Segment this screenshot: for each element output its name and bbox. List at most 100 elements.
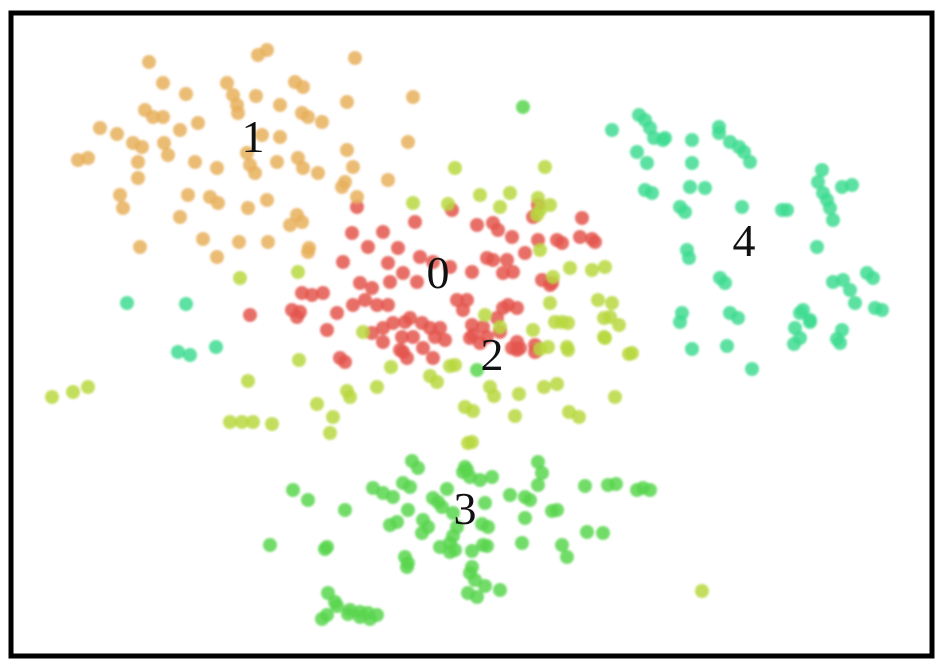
data-point (573, 230, 587, 244)
data-point (845, 178, 859, 192)
cluster-4-points (120, 108, 889, 376)
data-point (403, 311, 417, 325)
data-point (341, 607, 355, 621)
data-point (815, 163, 829, 177)
data-point (605, 296, 619, 310)
data-point (609, 477, 623, 491)
data-point (415, 526, 429, 540)
data-point (430, 375, 444, 389)
cluster-3-label: 3 (454, 483, 477, 534)
data-point (131, 155, 145, 169)
data-point (433, 540, 447, 554)
data-point (338, 175, 352, 189)
data-point (301, 110, 315, 124)
data-point (493, 583, 507, 597)
data-point (503, 488, 517, 502)
data-point (323, 426, 337, 440)
data-point (487, 389, 501, 403)
data-point (131, 171, 145, 185)
data-point (408, 215, 422, 229)
data-point (456, 303, 470, 317)
data-point (210, 161, 224, 175)
data-point (597, 330, 611, 344)
data-point (598, 260, 612, 274)
data-point (173, 210, 187, 224)
data-point (533, 243, 547, 257)
data-point (585, 263, 599, 277)
data-point (622, 347, 636, 361)
data-point (830, 332, 844, 346)
data-point (406, 90, 420, 104)
data-point (848, 296, 862, 310)
data-point (866, 271, 880, 285)
data-point (548, 315, 562, 329)
data-point (656, 133, 670, 147)
data-point (400, 351, 414, 365)
data-point (591, 293, 605, 307)
data-point (135, 140, 149, 154)
data-point (410, 275, 424, 289)
data-point (396, 266, 410, 280)
data-point (695, 584, 709, 598)
data-point (310, 397, 324, 411)
data-point (500, 253, 514, 267)
data-point (515, 536, 529, 550)
data-point (81, 151, 95, 165)
data-point (390, 515, 404, 529)
data-point (485, 470, 499, 484)
data-point (233, 271, 247, 285)
data-point (443, 359, 457, 373)
data-point (826, 213, 840, 227)
data-point (340, 95, 354, 109)
data-point (45, 390, 59, 404)
data-point (391, 241, 405, 255)
data-point (179, 297, 193, 311)
data-point (478, 579, 492, 593)
data-point (510, 301, 524, 315)
data-point (338, 503, 352, 517)
data-point (243, 308, 257, 322)
data-point (438, 333, 452, 347)
data-point (381, 298, 395, 312)
data-point (712, 126, 726, 140)
data-point (531, 478, 545, 492)
data-point (683, 180, 697, 194)
data-point (116, 201, 130, 215)
data-point (400, 560, 414, 574)
data-point (338, 355, 352, 369)
data-point (588, 235, 602, 249)
data-point (578, 479, 592, 493)
data-point (685, 156, 699, 170)
data-point (161, 148, 175, 162)
data-point (113, 188, 127, 202)
data-point (361, 240, 375, 254)
data-point (296, 80, 310, 94)
data-point (560, 550, 574, 564)
cluster-2-points (45, 160, 709, 598)
data-point (295, 215, 309, 229)
data-point (315, 115, 329, 129)
data-point (248, 166, 262, 180)
data-point (240, 146, 254, 160)
data-point (743, 155, 757, 169)
data-point (133, 240, 147, 254)
data-point (291, 265, 305, 279)
data-point (285, 303, 299, 317)
data-point (470, 363, 484, 377)
data-point (508, 409, 522, 423)
data-point (363, 612, 377, 626)
data-point (381, 256, 395, 270)
data-point (678, 205, 692, 219)
data-point (630, 145, 644, 159)
data-point (682, 251, 696, 265)
data-point (518, 246, 532, 260)
data-point (231, 106, 245, 120)
data-point (401, 135, 415, 149)
data-point (735, 200, 749, 214)
data-point (346, 160, 360, 174)
data-point (246, 415, 260, 429)
data-point (875, 303, 889, 317)
data-point (350, 190, 364, 204)
